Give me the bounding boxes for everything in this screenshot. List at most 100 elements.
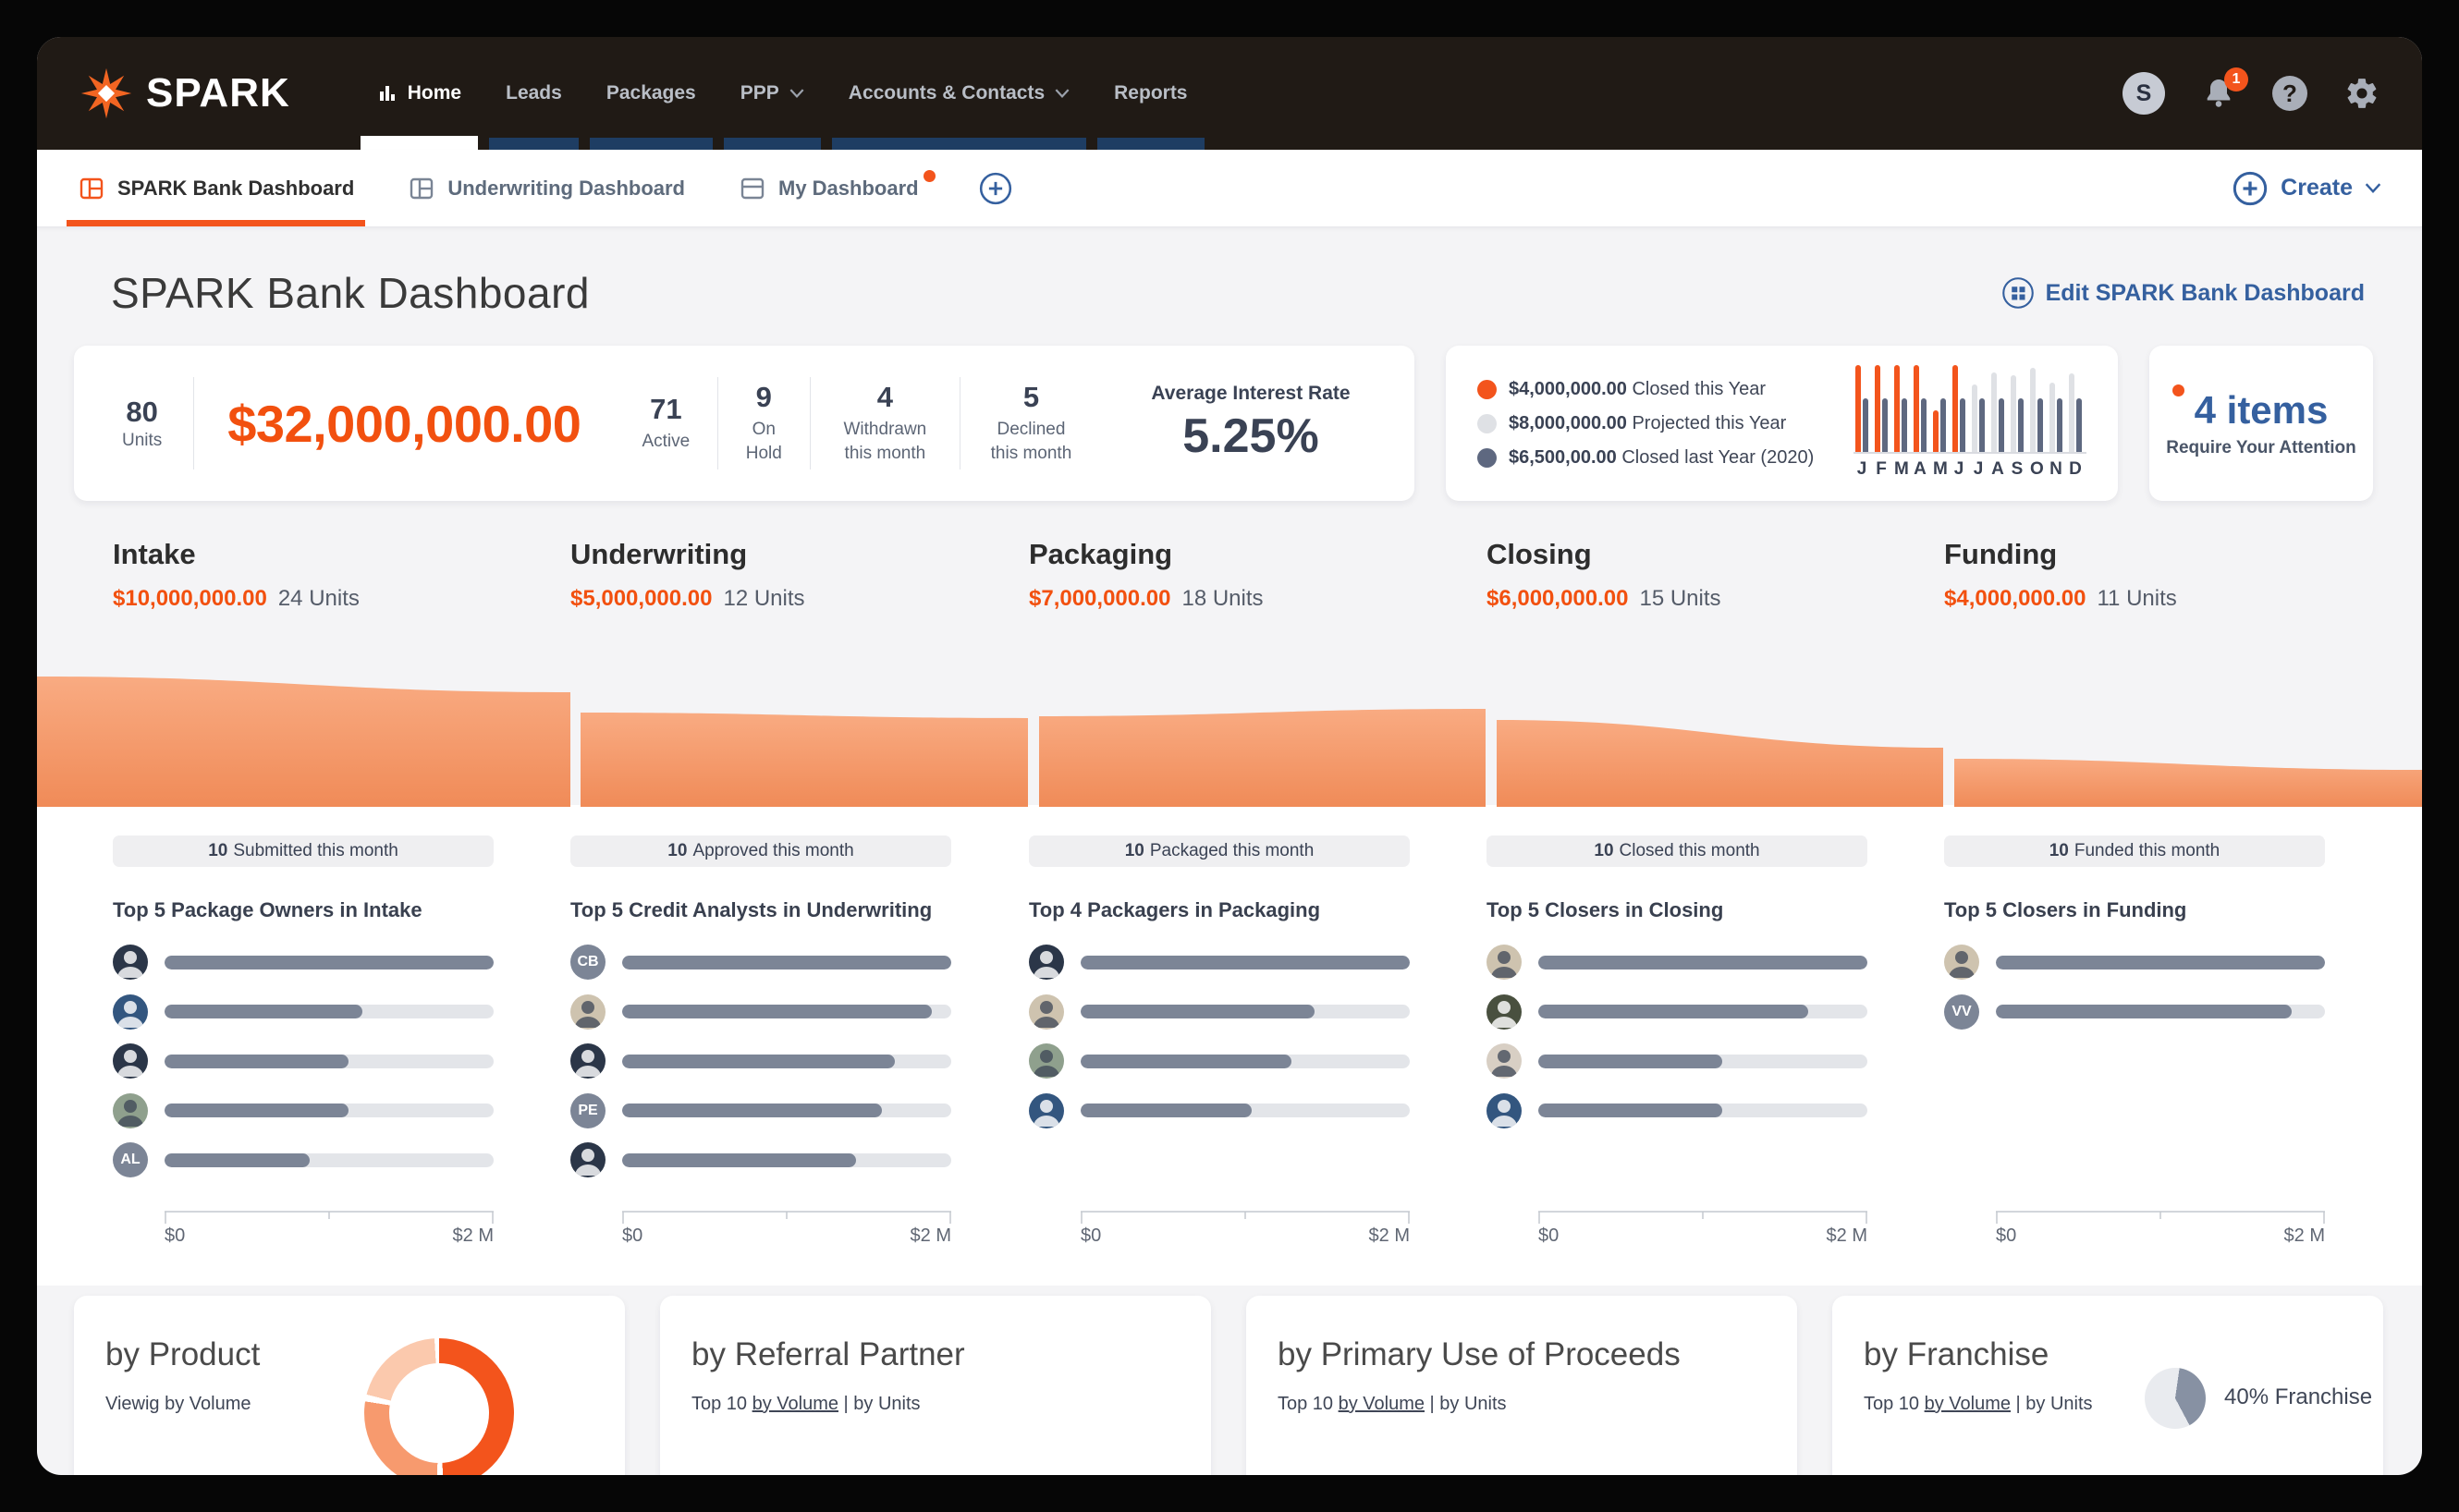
volume-bar-fill [165, 1104, 349, 1117]
tab-underwriting-dashboard[interactable]: Underwriting Dashboard [408, 150, 685, 226]
leaderboard-row [1029, 1043, 1410, 1079]
list-title-packaging: Top 4 Packagers in Packaging [1029, 898, 1321, 921]
total-amount: $32,000,000.00 [227, 394, 581, 453]
monthly-bars [1853, 365, 2086, 454]
volume-bar-track [165, 1152, 494, 1167]
tab-list: SPARK Bank Dashboard Underwriting Dashboa… [67, 150, 973, 226]
legend-item-closed-last-year-2020: $6,500,00.00 Closed last Year (2020) [1477, 447, 1814, 469]
tab-label: Underwriting Dashboard [447, 176, 685, 200]
photo-avatar [1944, 945, 1979, 980]
last-year-bar [2057, 397, 2062, 452]
value-bar [1991, 372, 1997, 452]
add-dashboard-button[interactable] [978, 171, 1013, 206]
settings-gear-icon[interactable] [2344, 76, 2379, 111]
help-button[interactable]: ? [2272, 76, 2307, 111]
nav-item-leads[interactable]: Leads [483, 37, 584, 150]
user-avatar[interactable]: S [2123, 72, 2165, 115]
month-bar-group [1933, 397, 1946, 452]
substat-on-hold: 9 On Hold [718, 381, 810, 465]
attention-card[interactable]: 4 items Require Your Attention [2149, 346, 2373, 501]
x-axis [1081, 1211, 1410, 1224]
notifications-button[interactable]: 1 [2202, 67, 2248, 110]
tab-my-dashboard[interactable]: My Dashboard [739, 150, 936, 226]
spark-logo[interactable]: SPARK [80, 67, 290, 120]
plus-circle-icon [2233, 171, 2268, 205]
by-volume-link[interactable]: by Volume [1338, 1394, 1425, 1414]
funnel-segment-funding [1954, 759, 2422, 807]
volume-bar-fill [1081, 1005, 1315, 1018]
product-donut-chart [364, 1338, 514, 1475]
nav-item-home[interactable]: Home [355, 37, 483, 150]
subtitle-rest: | by Units [2011, 1394, 2093, 1414]
photo-avatar [1486, 994, 1522, 1030]
nav-item-packages[interactable]: Packages [584, 37, 718, 150]
volume-bar-fill [622, 955, 951, 969]
leaderboard-row [113, 1092, 494, 1128]
stage-amount-underwriting: $5,000,000.00 12 Units [570, 586, 805, 611]
photo-avatar [570, 1142, 606, 1177]
axis-min-label: $0 [1081, 1225, 1102, 1246]
x-axis-labels: $0 $2 M [1538, 1225, 1867, 1247]
month-label: D [2069, 459, 2082, 479]
edit-dashboard-button[interactable]: Edit SPARK Bank Dashboard [2001, 276, 2365, 310]
substat-label: Active [642, 432, 691, 452]
substats: 71 Active 9 On Hold 4 Withdrawn this month 5 De… [614, 377, 1102, 469]
photo-avatar [570, 994, 606, 1030]
volume-bar-track [165, 1005, 494, 1018]
volume-bar-track [622, 1104, 951, 1117]
dashboard-grid-icon [410, 177, 434, 199]
nav-item-ppp[interactable]: PPP [718, 37, 826, 150]
subtitle-rest: | by Units [838, 1394, 921, 1414]
nav-item-label: Packages [606, 82, 696, 104]
axis-max-label: $2 M [1826, 1225, 1867, 1246]
month-label: N [2049, 459, 2062, 479]
x-axis-labels: $0 $2 M [1996, 1225, 2325, 1247]
stage-badge-closing: 10 Closed this month [1486, 835, 1867, 867]
photo-avatar [1029, 994, 1064, 1030]
person-photo-icon [1034, 1099, 1059, 1127]
leaderboard-row [113, 945, 494, 980]
card-title: by Primary Use of Proceeds [1278, 1336, 1681, 1372]
month-label: F [1876, 459, 1887, 479]
month-bar-group [2049, 382, 2062, 452]
volume-bar-track [1538, 955, 1867, 969]
tab-spark-bank-dashboard[interactable]: SPARK Bank Dashboard [67, 150, 366, 226]
plus-circle-icon [979, 172, 1011, 204]
pipeline-section: Intake $10,000,000.00 24 Units 10 Submitted… [37, 538, 2422, 1288]
by-volume-link[interactable]: by Volume [752, 1394, 838, 1414]
x-axis [622, 1211, 951, 1224]
photo-avatar [113, 945, 148, 980]
bar-chart-icon [379, 86, 395, 101]
month-bar-group [1972, 384, 1985, 452]
nav-menu: Home Leads Packages PPP Accounts & Contacts R… [355, 37, 1210, 150]
yearly-overview-card: $4,000,000.00 Closed this Year $8,000,000… [1446, 346, 2118, 501]
volume-bar-fill [165, 955, 494, 969]
axis-max-label: $2 M [2283, 1225, 2325, 1246]
person-photo-icon [1491, 1099, 1517, 1127]
card-subtitle: Viewig by Volume [105, 1394, 251, 1414]
list-title-funding: Top 5 Closers in Funding [1944, 898, 2187, 921]
month-bar-group [1991, 372, 2004, 452]
leaderboard-row [1486, 945, 1867, 980]
nav-item-label: PPP [740, 82, 779, 104]
month-label: S [2011, 459, 2024, 479]
nav-item-reports[interactable]: Reports [1092, 37, 1209, 150]
stage-badge-packaging: 10 Packaged this month [1029, 835, 1410, 867]
value-bar [2069, 373, 2074, 452]
legend-dot-icon [1477, 379, 1497, 399]
page-header: SPARK Bank Dashboard Edit SPARK Bank Das… [37, 227, 2422, 318]
active-tab-underline [67, 220, 366, 226]
create-button[interactable]: Create [2232, 170, 2381, 207]
leaderboard-row [1486, 994, 1867, 1030]
person-photo-icon [1034, 1000, 1059, 1028]
by-volume-link[interactable]: by Volume [1924, 1394, 2011, 1414]
card-title: by Franchise [1864, 1336, 2049, 1372]
analytics-card-by-product: by Product Viewig by Volume [74, 1296, 625, 1475]
divider [193, 377, 195, 469]
volume-bar-track [622, 1054, 951, 1068]
nav-item-accounts-contacts[interactable]: Accounts & Contacts [826, 37, 1092, 150]
interest-label: Average Interest Rate [1151, 383, 1351, 404]
person-photo-icon [117, 1000, 143, 1028]
